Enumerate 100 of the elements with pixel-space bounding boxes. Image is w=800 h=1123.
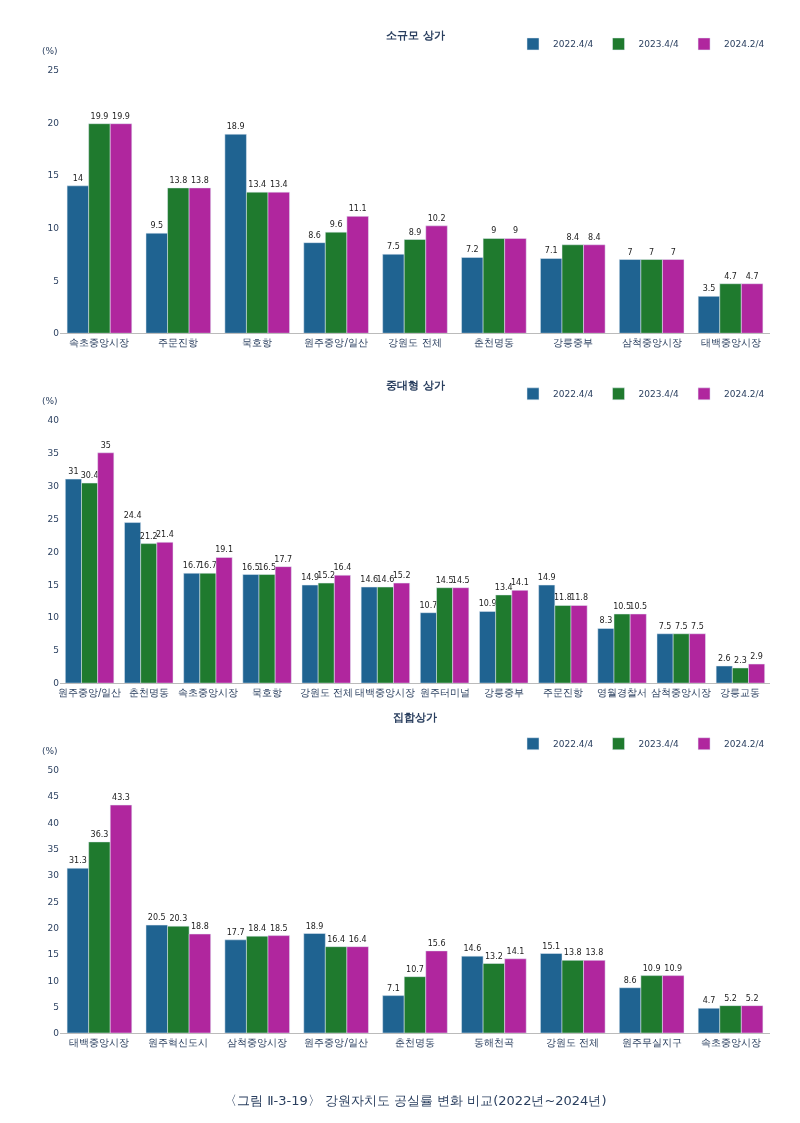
data-label: 4.7	[745, 271, 759, 281]
data-label: 9.6	[329, 220, 343, 230]
data-label: 24.4	[123, 510, 142, 520]
data-label: 21.4	[156, 530, 174, 540]
data-label: 13.2	[484, 951, 503, 961]
data-label: 16.4	[348, 934, 367, 944]
y-tick-label: 40	[47, 415, 60, 426]
data-label: 7.1	[544, 246, 558, 256]
data-label: 36.3	[90, 829, 109, 839]
data-label: 4.7	[724, 271, 737, 281]
x-tick-label: 묵호항	[252, 687, 283, 699]
y-axis-title: (%)	[42, 46, 58, 56]
data-label: 5.2	[724, 993, 737, 1003]
data-label: 35	[100, 440, 111, 450]
y-tick-label: 30	[47, 870, 60, 881]
data-label: 11.8	[570, 593, 588, 603]
data-label: 7	[627, 247, 633, 257]
data-label: 9	[512, 226, 518, 236]
y-tick-label: 45	[47, 791, 59, 802]
data-label: 8.6	[623, 975, 637, 985]
data-label: 30.4	[80, 471, 99, 481]
data-label: 13.8	[169, 175, 188, 185]
legend-label: 2022.4/4	[553, 389, 594, 400]
x-tick-label: 태백중앙시장	[355, 687, 416, 699]
data-label: 8.9	[408, 227, 422, 237]
x-tick-label: 강원도 전체	[299, 687, 353, 699]
data-label: 15.1	[542, 941, 561, 951]
y-tick-label: 0	[53, 678, 60, 689]
x-tick-label: 동해천곡	[473, 1037, 514, 1048]
x-tick-label: 삼척중앙시장	[227, 1037, 288, 1048]
x-tick-label: 춘천명동	[473, 337, 514, 349]
x-tick-label: 원주혁신도시	[148, 1037, 209, 1048]
data-label: 7.5	[387, 242, 400, 252]
chart-title: 집합상가	[393, 711, 437, 724]
x-tick-label: 강원도 전체	[546, 1037, 600, 1048]
data-label: 10.9	[642, 963, 661, 973]
data-label: 20.5	[147, 913, 166, 923]
y-tick-label: 30	[47, 480, 60, 491]
data-label: 16.7	[199, 561, 217, 571]
data-label: 3.5	[702, 284, 716, 294]
y-tick-label: 25	[47, 896, 59, 907]
data-label: 20.3	[169, 914, 188, 924]
legend-label: 2023.4/4	[638, 39, 680, 50]
data-label: 8.4	[587, 232, 601, 242]
y-tick-label: 10	[47, 975, 60, 986]
data-label: 7	[649, 247, 655, 257]
legend-label: 2024.2/4	[724, 389, 765, 400]
y-tick-label: 20	[47, 922, 60, 933]
data-label: 21.2	[139, 531, 158, 541]
data-label: 14.1	[506, 946, 525, 956]
y-tick-label: 20	[47, 117, 60, 128]
x-tick-label: 원주중앙/일산	[57, 687, 122, 699]
data-label: 17.7	[274, 554, 293, 564]
y-tick-label: 25	[47, 513, 59, 524]
data-label: 14.1	[511, 578, 529, 588]
x-tick-label: 속초중앙시장	[69, 337, 130, 349]
data-label: 43.3	[112, 793, 130, 803]
data-label: 10.2	[427, 213, 446, 223]
y-tick-label: 40	[47, 817, 60, 828]
legend-label: 2022.4/4	[553, 39, 594, 50]
data-label: 18.8	[190, 922, 209, 932]
x-tick-label: 강릉중부	[552, 337, 593, 349]
data-label: 16.4	[327, 934, 346, 944]
x-tick-label: 춘천명동	[128, 687, 169, 699]
x-tick-label: 춘천명동	[395, 1037, 435, 1048]
data-label: 7.5	[674, 621, 688, 631]
x-tick-label: 강릉교동	[720, 687, 761, 699]
x-tick-label: 강릉중부	[483, 687, 524, 699]
x-tick-label: 영월경찰서	[597, 687, 648, 699]
text: 〈그림 Ⅱ-3-19〉 강원자치도 공실률 변화 비교(2022년~2024년)	[224, 1093, 607, 1108]
data-label: 7.5	[658, 621, 672, 631]
data-label: 5.2	[745, 993, 759, 1003]
x-tick-label: 삼척중앙시장	[651, 687, 712, 699]
y-tick-label: 35	[47, 843, 59, 854]
data-label: 10.5	[613, 602, 631, 612]
chart-title: 소규모 상가	[386, 29, 445, 42]
data-label: 17.7	[226, 927, 245, 937]
y-tick-label: 15	[47, 170, 59, 181]
legend-label: 2024.2/4	[724, 739, 765, 750]
data-label: 19.9	[112, 111, 130, 121]
y-axis-title: (%)	[42, 746, 58, 756]
data-label: 16.5	[258, 562, 276, 572]
data-label: 10.9	[478, 599, 497, 609]
legend-label: 2022.4/4	[553, 739, 594, 750]
y-tick-label: 10	[47, 223, 60, 234]
data-label: 18.9	[305, 921, 324, 931]
data-label: 8.3	[599, 616, 613, 626]
data-label: 11.8	[554, 593, 572, 603]
data-label: 15.2	[317, 571, 336, 581]
y-tick-label: 5	[53, 645, 59, 656]
x-tick-label: 원주중앙/일산	[304, 337, 368, 349]
data-label: 13.4	[494, 582, 513, 592]
x-tick-label: 속초중앙시장	[177, 687, 238, 699]
y-tick-label: 15	[47, 579, 59, 590]
data-label: 14.9	[301, 573, 319, 583]
legend-label: 2023.4/4	[638, 739, 680, 750]
data-label: 4.7	[702, 996, 716, 1006]
y-tick-label: 10	[47, 612, 60, 623]
data-label: 2.3	[734, 655, 747, 665]
data-label: 18.5	[269, 923, 288, 933]
